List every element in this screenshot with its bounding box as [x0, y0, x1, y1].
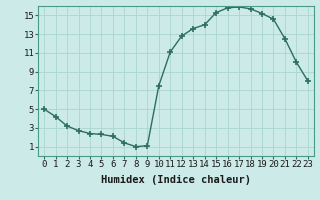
- X-axis label: Humidex (Indice chaleur): Humidex (Indice chaleur): [101, 175, 251, 185]
